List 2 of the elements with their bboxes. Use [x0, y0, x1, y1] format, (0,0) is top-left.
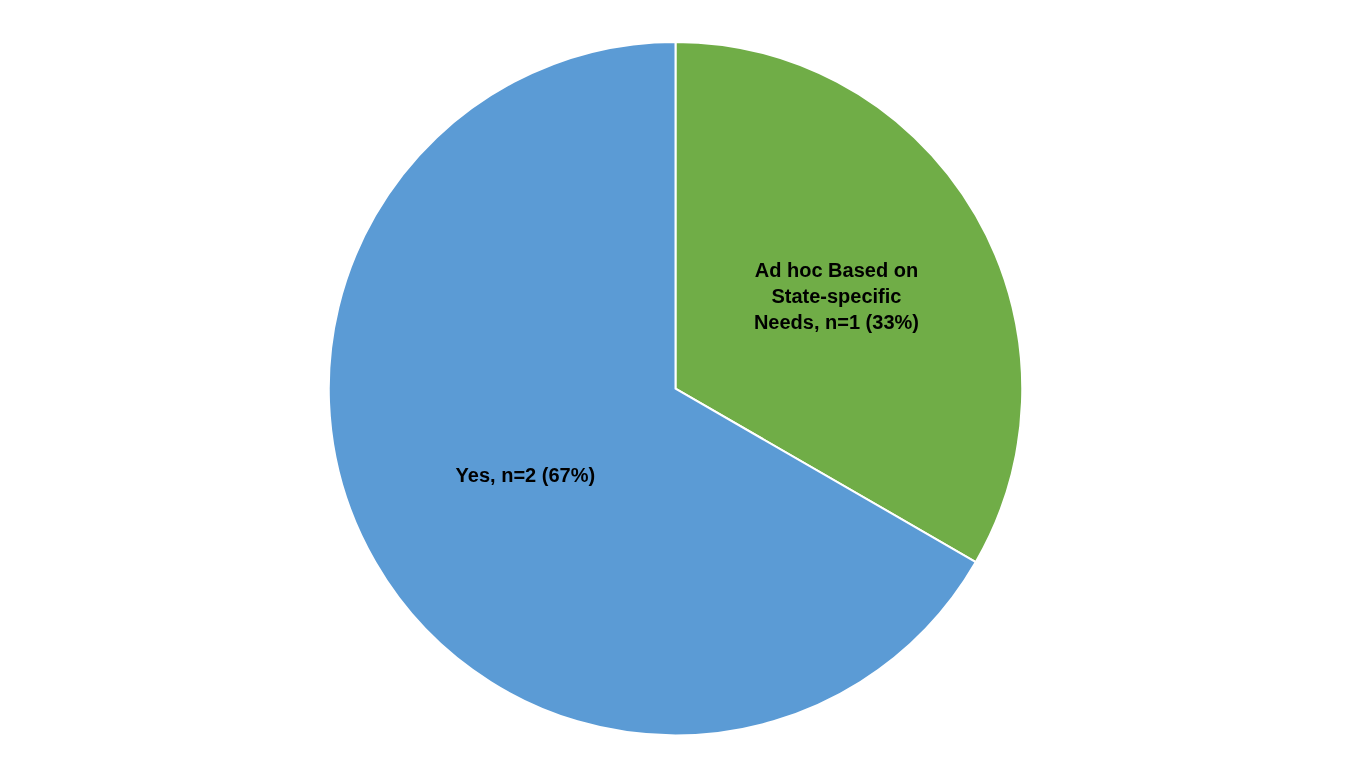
slice-label: Yes, n=2 (67%) — [455, 464, 596, 487]
slice-label: Ad hoc Based on State-specific Needs, n=1 (33%) — [753, 258, 919, 333]
